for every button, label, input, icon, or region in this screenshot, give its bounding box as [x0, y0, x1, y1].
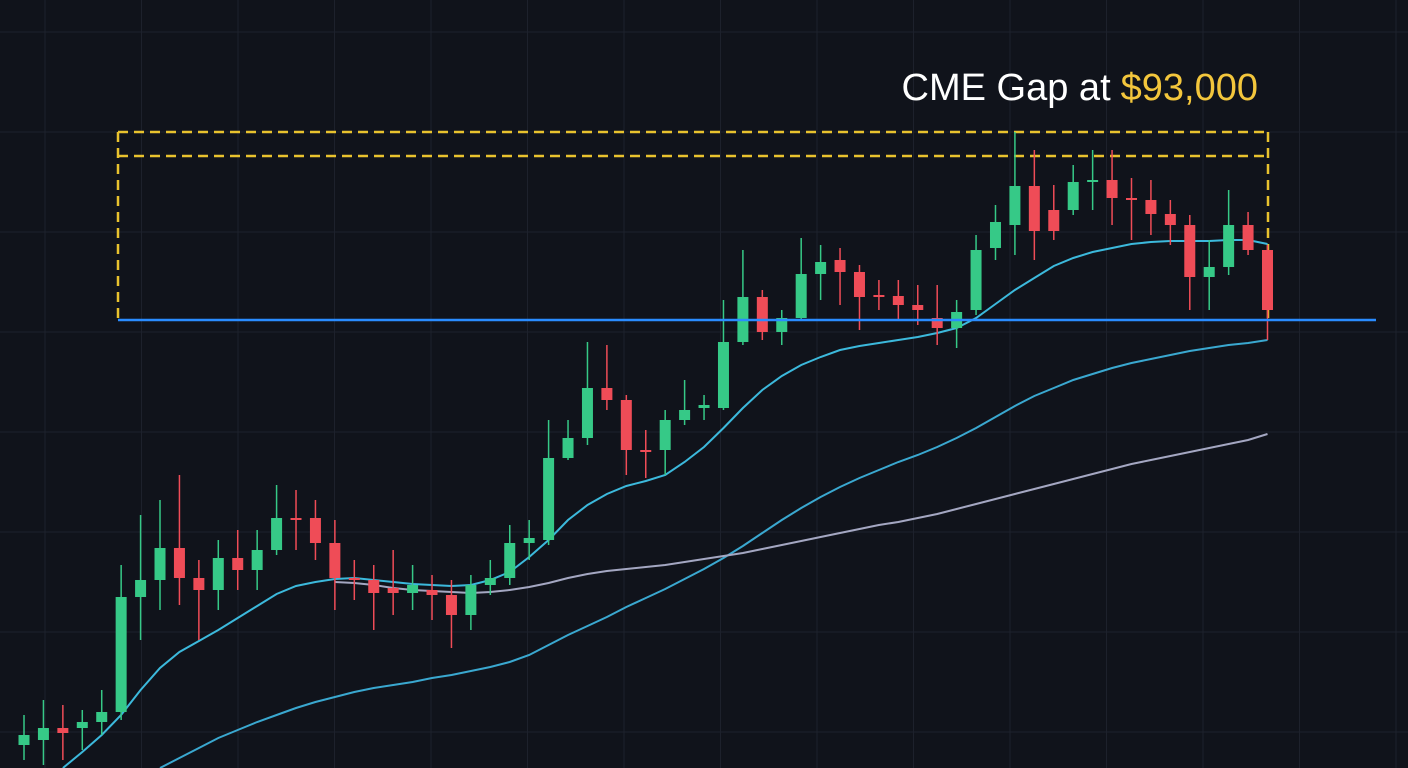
- candle-body: [154, 548, 166, 580]
- candle-body: [1009, 186, 1021, 225]
- candle-body: [679, 410, 691, 420]
- candle-body: [76, 722, 88, 728]
- candle-body: [271, 518, 283, 550]
- candle-body: [1067, 182, 1079, 210]
- candle-body: [1028, 186, 1040, 231]
- candle-body: [504, 543, 516, 578]
- candle-body: [426, 590, 438, 595]
- candle-body: [445, 595, 457, 615]
- candle-body: [931, 318, 943, 328]
- candle-body: [912, 305, 924, 310]
- candle-body: [1145, 200, 1157, 214]
- candle-body: [581, 388, 593, 438]
- candle-body: [543, 458, 555, 540]
- candle-body: [717, 342, 729, 408]
- candle-body: [523, 538, 535, 543]
- candle-body: [37, 728, 49, 740]
- candle-body: [407, 585, 419, 593]
- candle-body: [989, 222, 1001, 248]
- vertical-grid: [44, 0, 1397, 768]
- candle-body: [970, 250, 982, 310]
- candle-body: [1125, 198, 1137, 200]
- candle-body: [1262, 250, 1273, 310]
- candle-body: [853, 272, 865, 297]
- candle-body: [795, 274, 807, 318]
- annotation: CME Gap at $93,000: [902, 67, 1258, 109]
- candle-body: [1223, 225, 1235, 267]
- candle-body: [348, 578, 360, 580]
- candle-body: [251, 550, 263, 570]
- candle-body: [96, 712, 108, 722]
- plot: [0, 31, 1408, 768]
- candle-body: [173, 548, 185, 578]
- candle-body: [1164, 214, 1176, 225]
- candle-body: [484, 578, 496, 585]
- candle-body: [387, 588, 399, 593]
- candle-body: [892, 296, 904, 305]
- candle-body: [212, 558, 224, 590]
- moving-average: [159, 339, 1268, 768]
- annotation-value: $93,000: [1121, 67, 1258, 109]
- candle-body: [1184, 225, 1196, 277]
- candle-body: [18, 735, 30, 745]
- candle-body: [115, 597, 127, 712]
- candle-body: [1203, 267, 1215, 277]
- candle-body: [873, 295, 885, 297]
- candle-body: [756, 297, 768, 332]
- candle-body: [562, 438, 574, 458]
- candle-body: [659, 420, 671, 450]
- candle-body: [815, 262, 827, 274]
- candle-body: [1048, 210, 1060, 231]
- candle-body: [193, 578, 205, 590]
- candle-body: [1087, 180, 1099, 182]
- candle-body: [232, 558, 244, 570]
- candle-body: [698, 405, 710, 408]
- candle-body: [290, 518, 302, 520]
- candle-body: [640, 450, 652, 452]
- annotation-text: CME Gap at: [902, 67, 1112, 109]
- candle-body: [135, 580, 147, 597]
- candle-body: [834, 260, 846, 272]
- candle-body: [368, 580, 380, 593]
- candle-body: [329, 543, 341, 578]
- candle-body: [465, 585, 477, 615]
- candle-body: [1242, 225, 1254, 250]
- candle-body: [1106, 180, 1118, 198]
- candle-body: [57, 728, 69, 733]
- candle-body: [601, 388, 613, 400]
- candle-body: [620, 400, 632, 450]
- candle-body: [776, 318, 788, 332]
- candle-body: [309, 518, 321, 543]
